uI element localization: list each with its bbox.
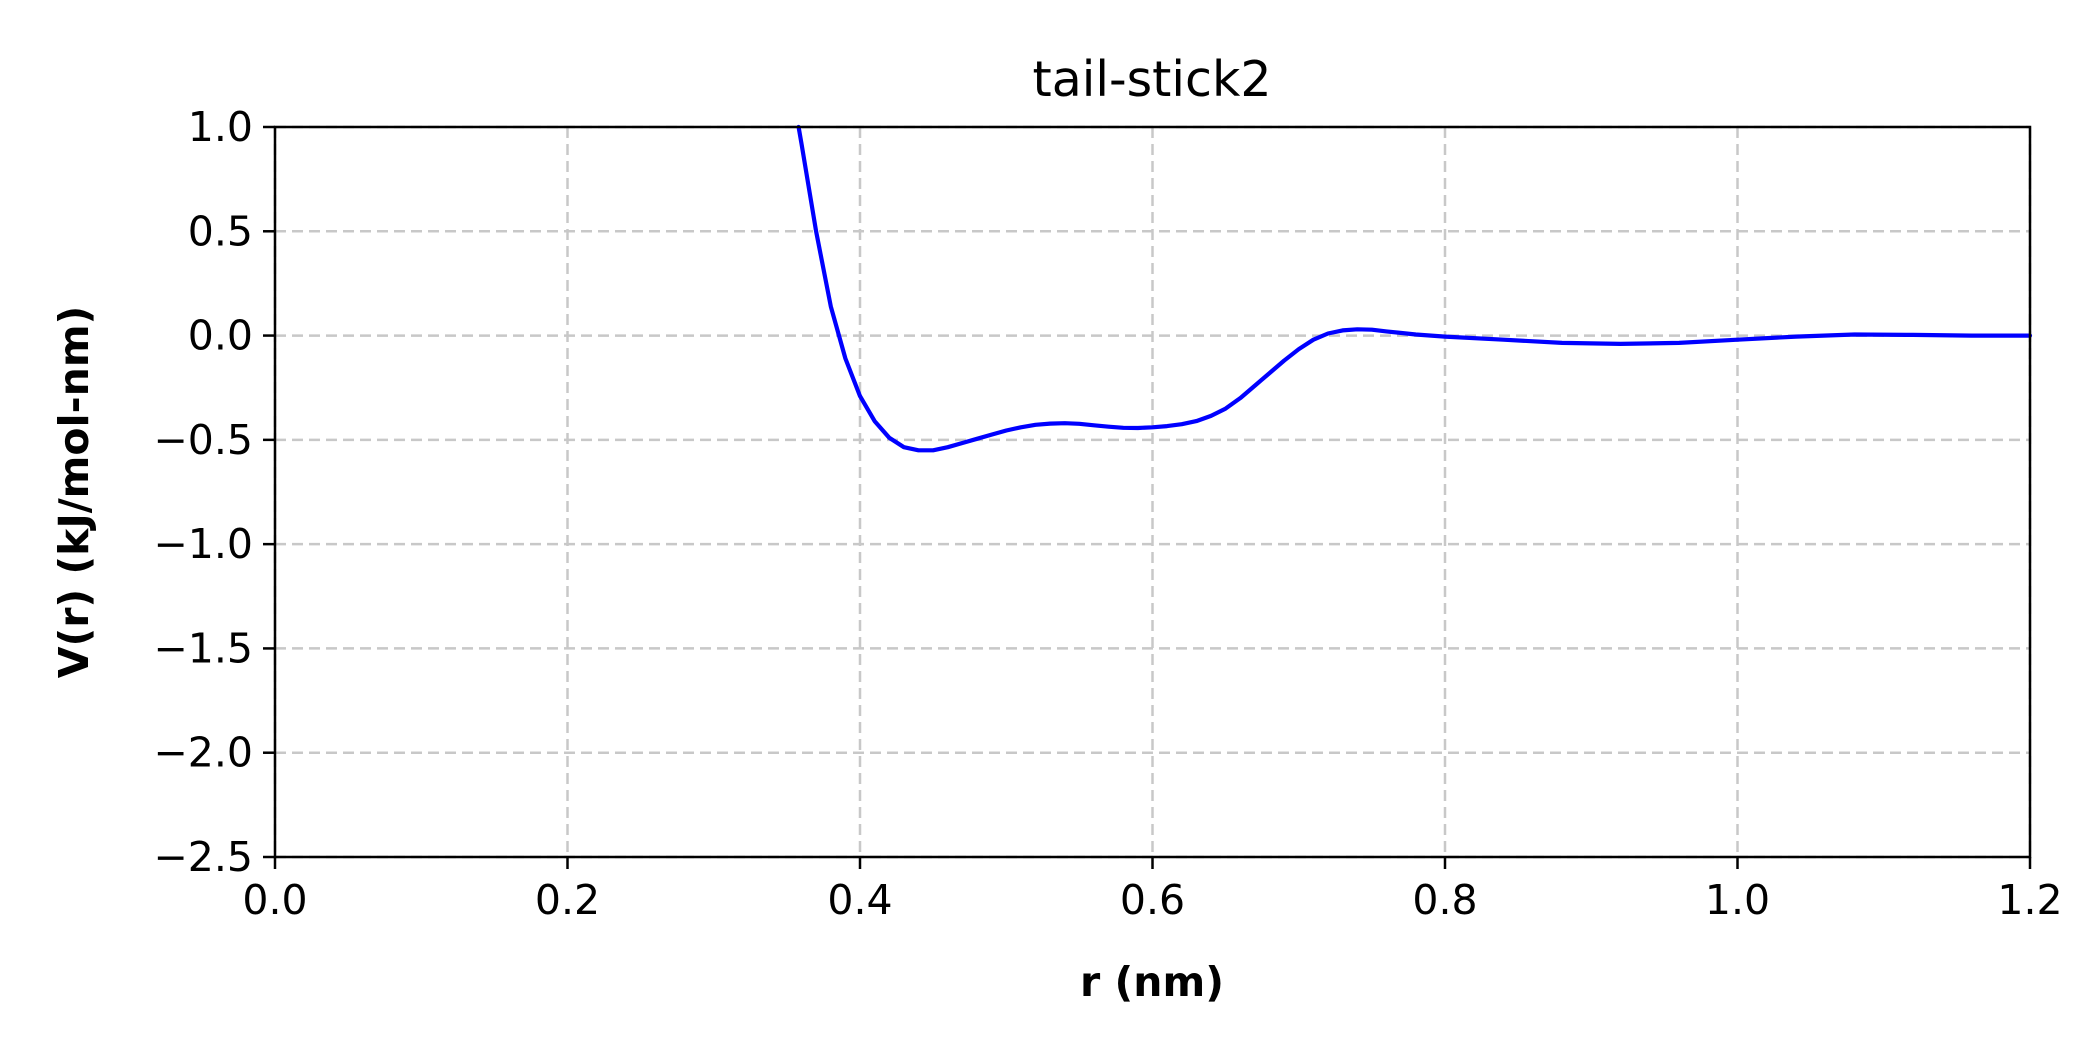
y-tick-label: 0.0: [188, 312, 253, 360]
y-axis-label: V(r) (kJ/mol-nm): [50, 306, 98, 679]
grid: [273, 125, 2032, 859]
x-axis-label: r (nm): [1080, 958, 1224, 1006]
x-tick-label: 0.6: [1120, 876, 1185, 924]
y-tick-label: 1.0: [188, 103, 253, 151]
y-tick-label: −1.0: [153, 520, 253, 568]
y-tick-label: 0.5: [188, 207, 253, 255]
chart-title: tail-stick2: [1033, 51, 1272, 108]
tick-labels: 0.0 0.2 0.4 0.6 0.8 1.0 1.2 1.0 0.5 0.0 −0.5 −1.0 −1…: [153, 103, 2062, 924]
x-tick-label: 0.2: [535, 876, 600, 924]
y-tick-label: −1.5: [153, 624, 253, 672]
y-tick-label: −0.5: [153, 416, 253, 464]
x-tick-label: 1.0: [1705, 876, 1770, 924]
series-line: [796, 124, 2033, 453]
y-tick-label: −2.0: [153, 729, 253, 777]
y-tick-label: −2.5: [153, 833, 253, 881]
x-tick-label: 1.2: [1997, 876, 2062, 924]
x-tick-label: 0.4: [827, 876, 892, 924]
ticks: [263, 125, 2032, 869]
x-tick-label: 0.8: [1412, 876, 1477, 924]
series-layer: [796, 124, 2033, 453]
x-tick-label: 0.0: [242, 876, 307, 924]
